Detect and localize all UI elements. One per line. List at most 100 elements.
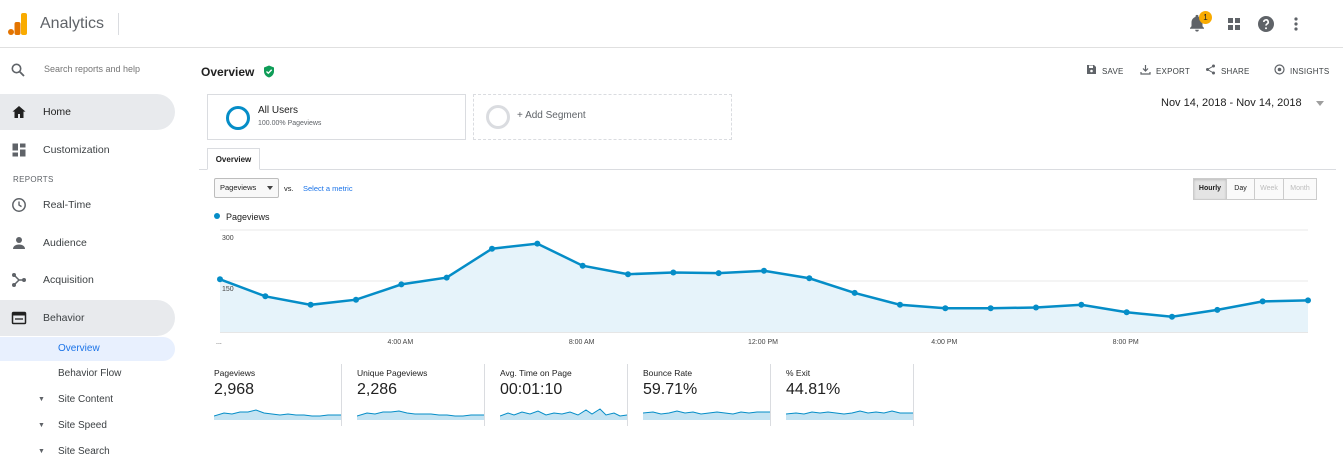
segment-ring-icon [486, 105, 510, 129]
apps-grid-icon[interactable] [1223, 13, 1245, 35]
x-tick-label: 8:00 PM [1113, 339, 1139, 346]
segment-subtitle: 100.00% Pageviews [258, 120, 322, 127]
pageviews-point [1305, 297, 1311, 304]
sidebar-item-label: Behavior [43, 312, 85, 324]
pageviews-point [217, 276, 223, 283]
insights-button[interactable]: INSIGHTS [1274, 64, 1329, 76]
x-tick-label: 4:00 AM [387, 339, 413, 346]
metric-card-avg-time[interactable]: Avg. Time on Page 00:01:10 [485, 364, 628, 426]
export-button[interactable]: EXPORT [1140, 65, 1190, 76]
pageviews-point [443, 274, 450, 281]
metric-label: Pageviews [214, 368, 256, 378]
pageviews-point [1259, 298, 1266, 305]
y-tick-label: 150 [222, 286, 234, 293]
metric-label: % Exit [786, 368, 811, 378]
week-button[interactable]: Week [1254, 178, 1284, 200]
date-range-picker[interactable]: Nov 14, 2018 - Nov 14, 2018 [1161, 97, 1302, 109]
save-button[interactable]: SAVE [1087, 65, 1124, 76]
sidebar-subitem-site-content[interactable]: ▼ Site Content [0, 388, 175, 412]
sidebar-subitem-site-speed[interactable]: ▼ Site Speed [0, 414, 175, 438]
metric-card-exit[interactable]: % Exit 44.81% [771, 364, 914, 426]
month-button[interactable]: Month [1283, 178, 1317, 200]
expand-arrow-icon: ▼ [38, 448, 45, 455]
pageviews-point [851, 289, 858, 296]
metric-label: Avg. Time on Page [500, 368, 572, 378]
pageviews-point [625, 271, 631, 278]
pageviews-point [761, 267, 767, 274]
hourly-button[interactable]: Hourly [1193, 178, 1227, 200]
chevron-down-icon [267, 186, 273, 190]
segment-all-users[interactable]: All Users 100.00% Pageviews [207, 94, 466, 140]
sidebar-item-label: Real-Time [43, 199, 92, 211]
metric-value: 44.81% [786, 381, 841, 398]
search-input[interactable] [44, 64, 174, 74]
pageviews-point [1033, 304, 1039, 311]
sidebar-item-label: Home [43, 106, 72, 118]
add-segment-button[interactable]: + Add Segment [473, 94, 732, 140]
select-metric-link[interactable]: Select a metric [303, 184, 353, 193]
insights-icon [1274, 64, 1285, 75]
segment-ring-icon [226, 106, 250, 130]
pageviews-point [398, 281, 405, 288]
sidebar-item-home[interactable]: Home [0, 94, 175, 130]
acquisition-icon [12, 273, 26, 287]
add-segment-label: + Add Segment [517, 110, 586, 121]
vs-label: vs. [284, 184, 294, 193]
sidebar-subitem-label: Behavior Flow [58, 368, 122, 379]
sidebar-item-acquisition[interactable]: Acquisition [0, 262, 175, 298]
sidebar-item-customization[interactable]: Customization [0, 132, 175, 168]
share-icon [1206, 64, 1215, 75]
metric-select[interactable]: Pageviews [214, 178, 279, 198]
analytics-logo-icon[interactable] [8, 13, 28, 35]
pageviews-point [987, 305, 994, 312]
tab-overview[interactable]: Overview [207, 148, 260, 170]
pageviews-point [1078, 301, 1085, 308]
sidebar-subitem-label: Site Content [58, 394, 114, 405]
sidebar-item-realtime[interactable]: Real-Time [0, 187, 175, 223]
metric-card-unique-pageviews[interactable]: Unique Pageviews 2,286 [342, 364, 485, 426]
sidebar-item-label: Acquisition [43, 274, 94, 286]
main-content: Overview SAVE EXPORT SHARE INSIGHTS All … [199, 48, 1343, 462]
top-bar: Analytics 1 [0, 0, 1343, 48]
metric-label: Unique Pageviews [357, 368, 428, 378]
pageviews-point [353, 296, 359, 303]
metric-sparkline [500, 408, 627, 420]
help-icon[interactable] [1255, 13, 1277, 35]
metric-label: Bounce Rate [643, 368, 693, 378]
metric-sparkline [214, 409, 341, 420]
sidebar-item-label: Audience [43, 237, 87, 249]
sidebar-subitem-behavior-flow[interactable]: Behavior Flow [0, 362, 175, 386]
notification-badge: 1 [1199, 11, 1212, 24]
pageviews-point [897, 301, 903, 308]
chevron-down-icon[interactable] [1316, 101, 1324, 106]
y-tick-label: 300 [222, 235, 234, 242]
pageviews-point [579, 262, 586, 269]
sidebar-item-behavior[interactable]: Behavior [0, 300, 175, 336]
pageviews-point [806, 275, 813, 282]
pageviews-point [1214, 306, 1221, 313]
pageviews-point [715, 270, 722, 277]
metric-card-bounce-rate[interactable]: Bounce Rate 59.71% [628, 364, 771, 426]
sidebar-item-audience[interactable]: Audience [0, 225, 175, 261]
search-icon[interactable] [11, 63, 25, 77]
person-icon [13, 237, 25, 249]
metric-card-pageviews[interactable]: Pageviews 2,968 [199, 364, 342, 426]
metric-sparkline [357, 410, 484, 420]
title-divider [118, 13, 119, 35]
segment-name: All Users [258, 105, 299, 116]
metric-sparkline [786, 410, 913, 420]
more-vert-icon[interactable] [1285, 13, 1307, 35]
sidebar-subitem-site-search[interactable]: ▼ Site Search [0, 440, 175, 464]
page-title: Overview [201, 65, 255, 79]
share-button[interactable]: SHARE [1206, 64, 1250, 76]
sidebar-subitem-overview[interactable]: Overview [0, 337, 175, 361]
metric-select-value: Pageviews [220, 183, 257, 192]
tab-divider [199, 169, 1336, 170]
pageviews-area [220, 243, 1308, 332]
x-tick-label: 8:00 AM [569, 339, 595, 346]
home-icon [12, 106, 26, 118]
app-title: Analytics [40, 15, 105, 32]
expand-arrow-icon: ▼ [38, 422, 45, 429]
chart-legend: Pageviews [214, 212, 270, 222]
day-button[interactable]: Day [1226, 178, 1255, 200]
